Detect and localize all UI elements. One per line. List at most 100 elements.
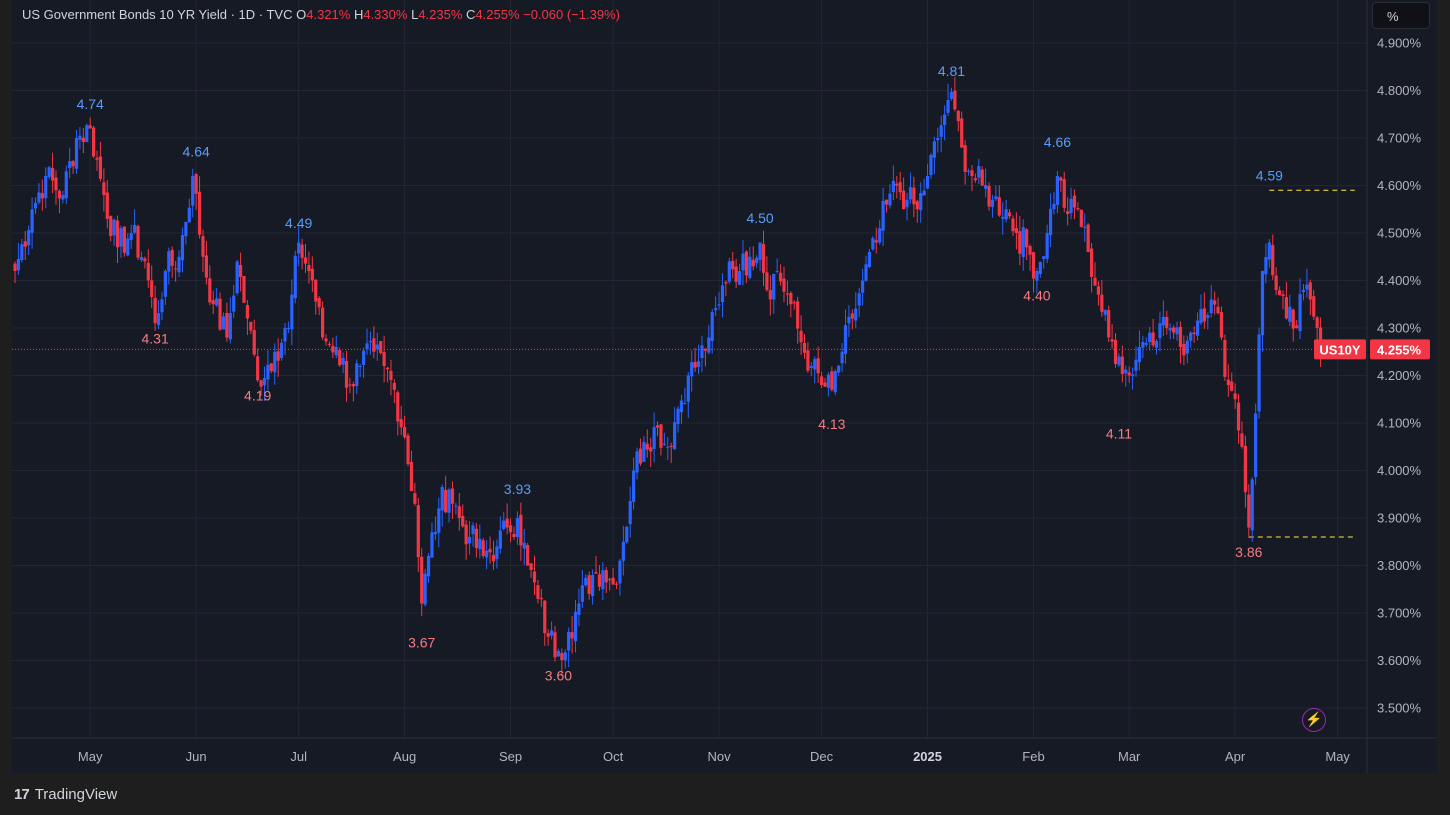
price-scale-unit-button[interactable]: % [1372,2,1430,29]
lightning-icon[interactable]: ⚡ [1302,708,1326,732]
candle-body [1250,479,1254,531]
candle-body [81,137,85,143]
candle-body [861,280,865,293]
last-price-marker: US10Y 4.255% [12,339,1430,360]
candle-body [20,244,24,261]
candle-body [1038,262,1042,275]
candle-body [409,461,414,492]
candle-body [1055,176,1060,205]
candle-body [208,278,212,303]
candle-body [1004,209,1008,220]
y-tick-label: 4.200% [1377,368,1422,383]
x-axis[interactable]: May Jun Jul Aug Sep Oct Nov Dec 2025 Feb Mar Apr May [78,749,1351,764]
candle-body [809,366,813,368]
candle-body [1257,334,1261,412]
candle-body [30,209,34,233]
x-tick-label: Sep [499,749,522,764]
candle-body [235,261,239,294]
candle-body [174,268,178,270]
candle-body [358,366,362,367]
candle-body [167,251,171,272]
candle-body [1042,256,1046,260]
candle-body [33,202,38,209]
candle-body [344,360,349,388]
candle-body [221,316,226,330]
candle-body [385,367,390,370]
candle-body [191,176,195,206]
candle-body [1236,402,1241,431]
candle-body [1213,300,1217,305]
candle-body [1295,325,1299,328]
candle-body [731,260,735,270]
candle-body [994,196,998,199]
price-chart[interactable]: 4.74 4.64 4.49 3.93 4.50 4.81 4.66 4.59 4.31 4.19… [12,0,1437,773]
candle-body [628,501,632,524]
candle-body [1028,246,1032,255]
candle-body [1093,277,1097,286]
candle-body [1284,297,1289,319]
legend-high-value: 4.330% [363,7,408,22]
candle-body [922,190,926,196]
candle-body [936,138,940,141]
candle-body [1083,226,1087,228]
symbol-tag [1314,339,1366,360]
legend-open-value: 4.321% [306,7,351,22]
y-axis[interactable]: 4.900% 4.800% 4.700% 4.600% 4.500% 4.400% 4.30… [1377,36,1422,716]
candle-body [1011,218,1015,232]
x-tick-label: Aug [393,749,416,764]
candle-body [502,520,506,529]
candle-body [382,352,386,366]
legend-low-value: 4.235% [418,7,463,22]
candle-body [563,652,567,661]
candle-body [1175,327,1179,335]
candle-body [522,542,526,549]
candle-body [741,253,745,271]
candle-body [1199,309,1203,324]
candle-body [488,548,492,553]
candle-body [1165,317,1169,328]
legend-change: −0.060 (−1.39%) [523,7,620,22]
candle-body [1192,332,1196,335]
candle-body [526,545,530,566]
candle-body [597,574,602,587]
candle-body [1223,339,1227,377]
candle-body [348,384,352,386]
candle-body [956,110,960,122]
candle-body [40,193,44,199]
candle-body [1230,381,1234,391]
candle-body [478,538,482,550]
candle-body [133,224,137,233]
candle-body [1308,282,1312,300]
candle-body [1206,315,1210,318]
candle-body [891,180,895,193]
tradingview-logo[interactable]: 17 TradingView [14,786,117,803]
candle-body [1137,347,1142,363]
candle-body [1202,308,1206,322]
candle-body [362,350,366,365]
candle-body [1113,339,1118,364]
candle-body [300,244,304,258]
candle-body [262,378,267,386]
candle-body [426,556,431,577]
candle-body [331,345,335,353]
candle-body [1154,341,1159,348]
peak-label: 4.50 [746,210,773,226]
candle-body [867,251,872,268]
candle-body [765,272,769,290]
y-tick-label: 3.900% [1377,511,1422,526]
candle-body [905,199,909,208]
candle-body [153,297,157,324]
candle-body [1035,271,1039,281]
candle-body [64,171,68,199]
candle-body [1120,356,1124,375]
candle-body [1134,359,1138,371]
candle-body [180,234,185,261]
candle-body [303,257,308,264]
candle-body [498,530,502,549]
candle-body [1271,245,1275,276]
candle-body [618,560,622,584]
candle-body [970,170,974,176]
candle-body [406,435,410,465]
candle-body [57,190,62,199]
candle-body [714,308,718,311]
